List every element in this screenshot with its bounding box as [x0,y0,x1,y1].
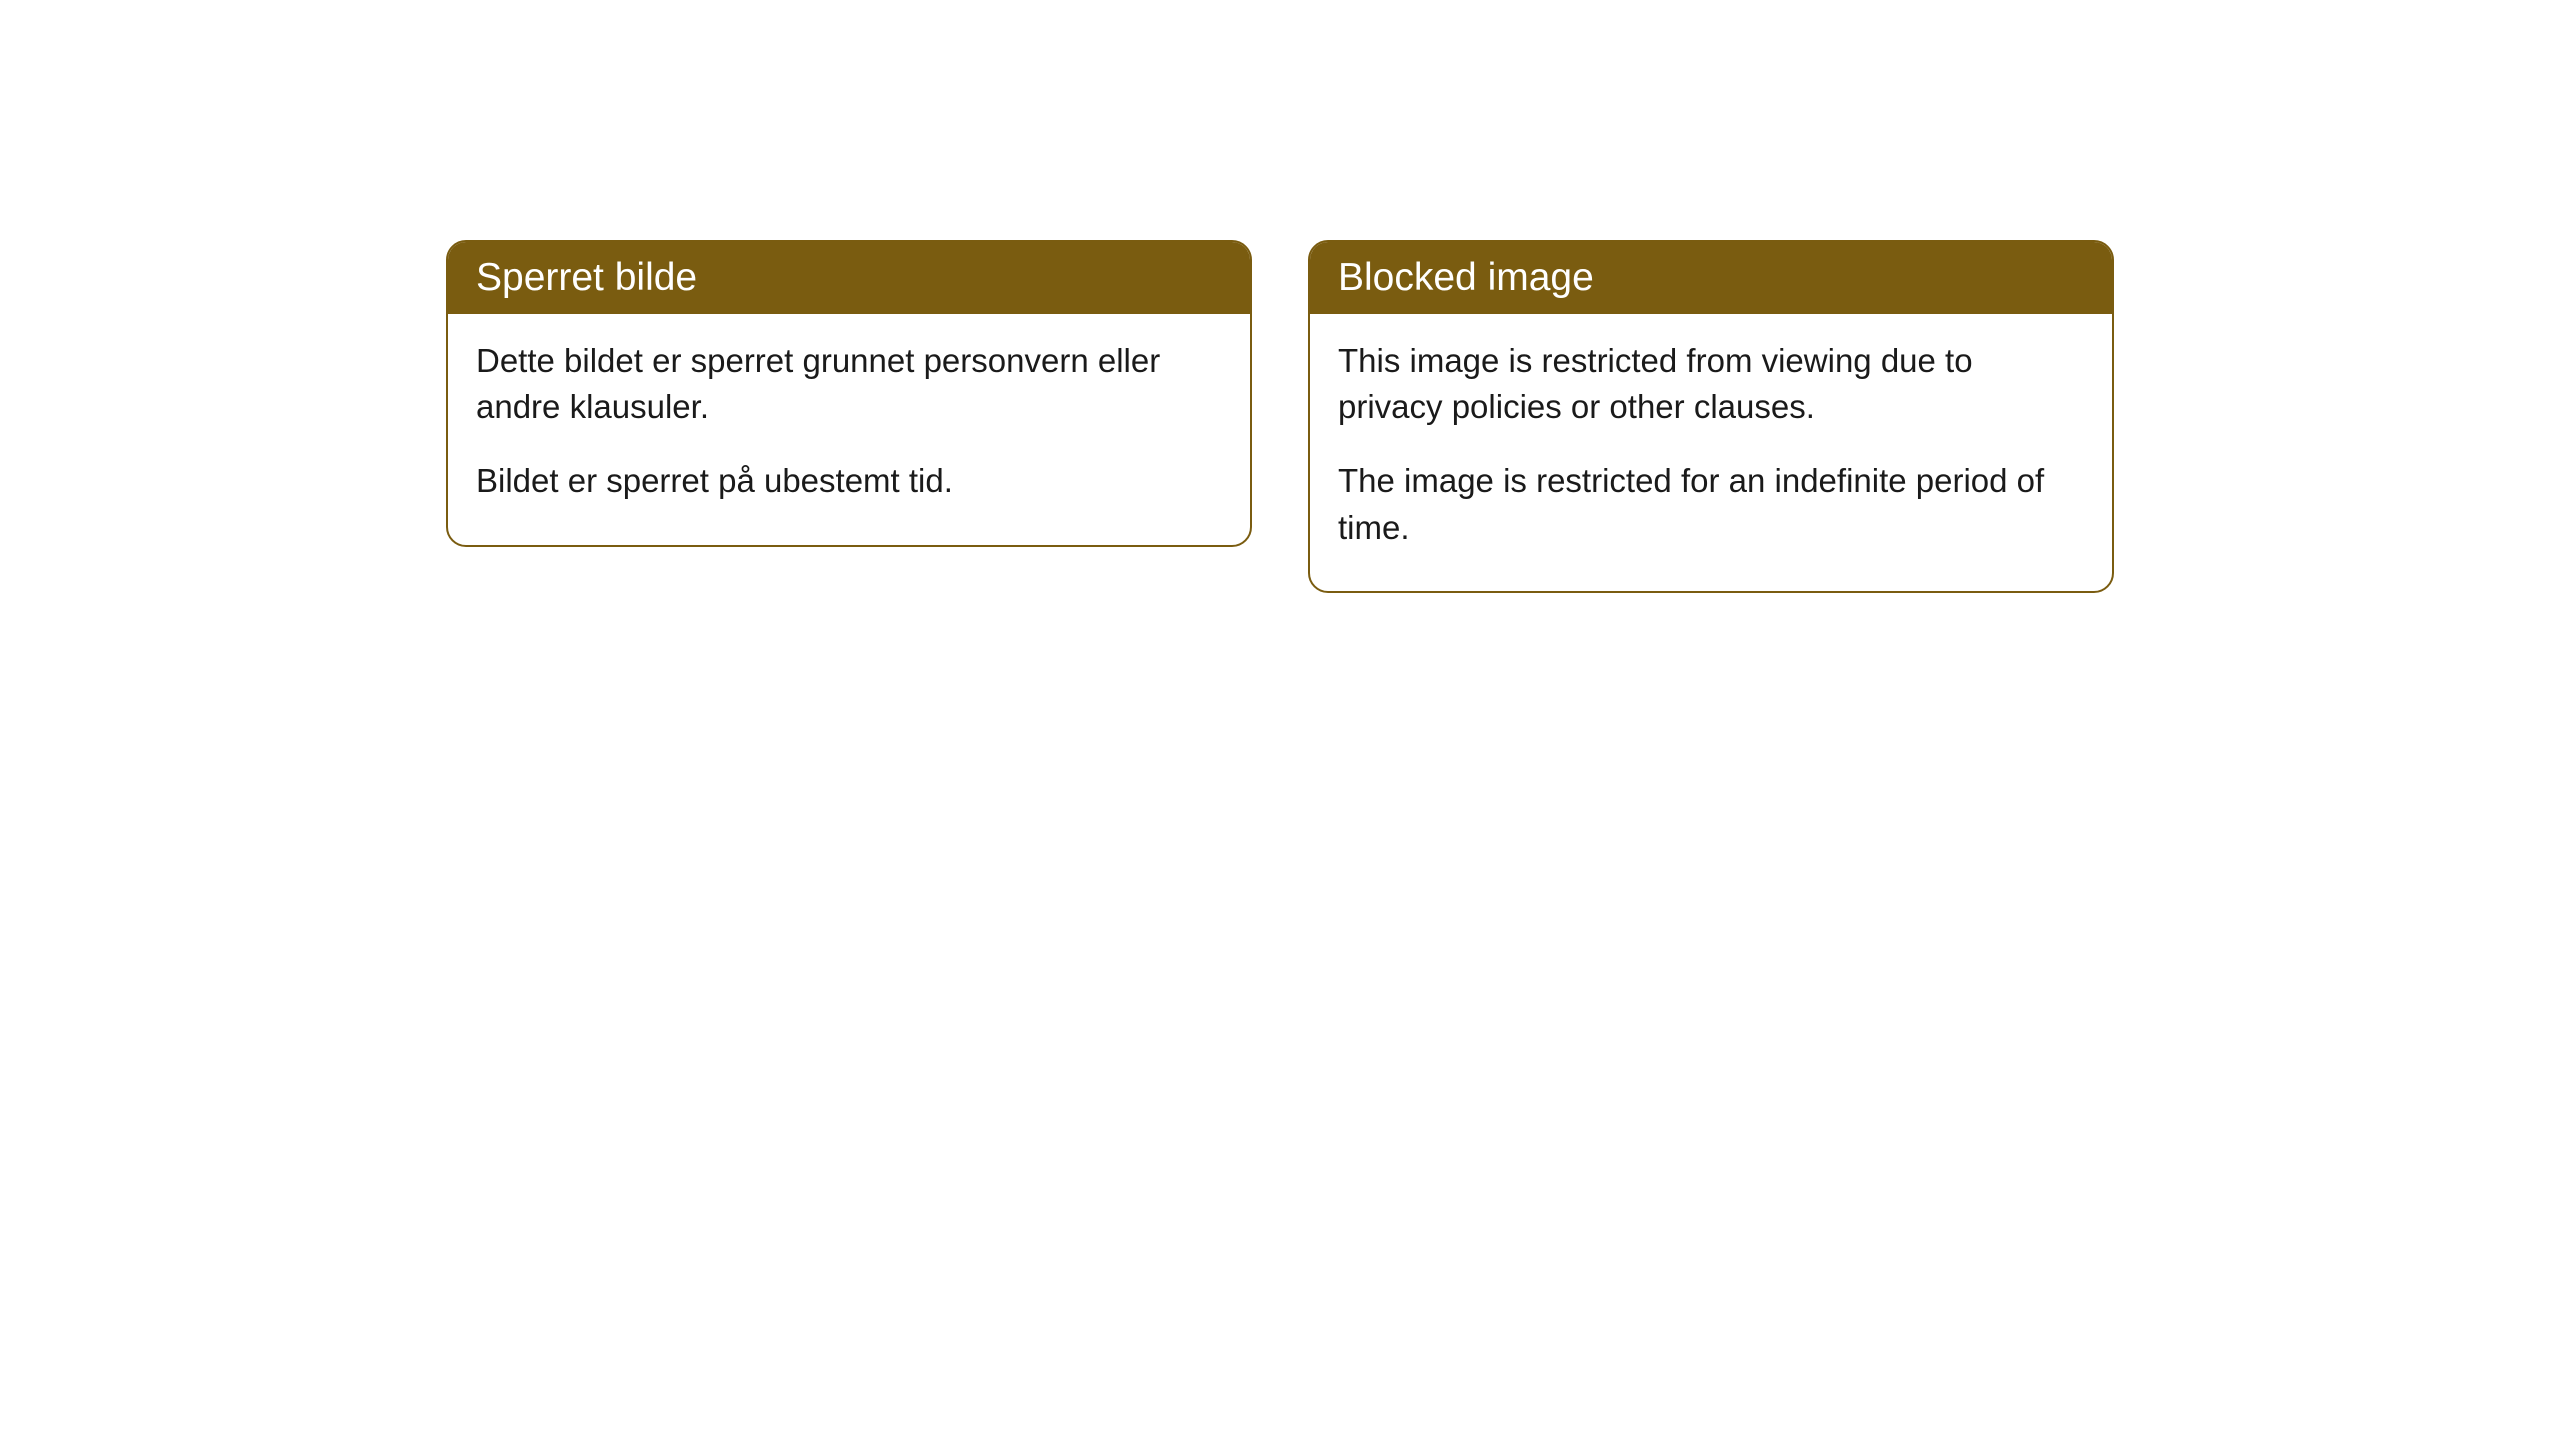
cards-container: Sperret bilde Dette bildet er sperret gr… [446,240,2114,1440]
card-paragraph-2-norwegian: Bildet er sperret på ubestemt tid. [476,458,1222,504]
card-english: Blocked image This image is restricted f… [1308,240,2114,593]
card-norwegian: Sperret bilde Dette bildet er sperret gr… [446,240,1252,547]
card-paragraph-1-english: This image is restricted from viewing du… [1338,338,2084,430]
card-paragraph-1-norwegian: Dette bildet er sperret grunnet personve… [476,338,1222,430]
card-body-norwegian: Dette bildet er sperret grunnet personve… [448,314,1250,545]
card-header-norwegian: Sperret bilde [448,242,1250,314]
card-header-english: Blocked image [1310,242,2112,314]
card-paragraph-2-english: The image is restricted for an indefinit… [1338,458,2084,550]
card-body-english: This image is restricted from viewing du… [1310,314,2112,591]
